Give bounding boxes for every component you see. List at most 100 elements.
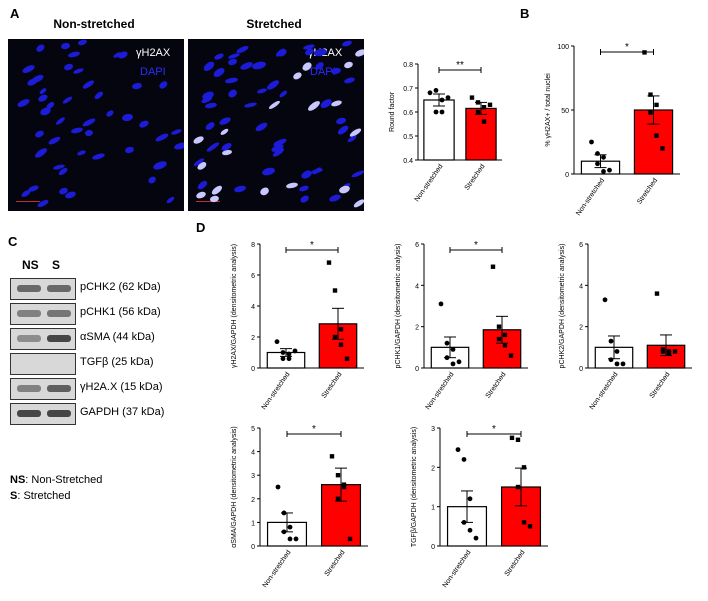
bar	[423, 99, 455, 161]
blot-row: pCHK1 (56 kDa)	[10, 303, 270, 325]
data-point	[660, 146, 665, 151]
data-point	[620, 361, 626, 367]
data-point	[292, 348, 298, 354]
significance-marker: **	[456, 60, 464, 71]
data-point	[509, 435, 515, 441]
data-point	[487, 102, 493, 107]
nucleus	[60, 41, 71, 49]
data-point	[601, 154, 606, 160]
nucleus	[310, 167, 324, 175]
microscopy-image-stretched: γH2AX DAPI	[188, 39, 364, 211]
blot-column-s: S	[52, 258, 61, 272]
blot-band	[17, 310, 41, 317]
data-point	[502, 332, 508, 338]
nucleus	[244, 101, 258, 109]
blot-protein-label: TGFβ (25 kDa)	[80, 356, 154, 368]
data-point	[335, 496, 341, 501]
h2ax-percent-chart: 0 50 100 % γH2AX+ / total nuclei Non-stretch…	[545, 42, 680, 217]
y-tick-label: 100	[557, 44, 569, 51]
nucleus	[33, 129, 45, 139]
nucleus	[81, 79, 96, 91]
blot-strip	[10, 278, 76, 300]
data-point	[614, 361, 620, 367]
y-tick-label: 0.5	[403, 134, 413, 141]
nucleus	[350, 169, 364, 179]
nucleus	[278, 89, 288, 99]
data-point	[427, 90, 433, 96]
blot-strip	[10, 303, 76, 325]
y-tick-label: 0	[431, 544, 435, 551]
data-point	[475, 109, 481, 115]
data-point	[515, 437, 521, 442]
data-point	[607, 167, 612, 173]
round-factor-chart: 0.4 0.5 0.6 0.7 0.8 Round factor Non-stretched…	[389, 60, 502, 203]
nucleus	[226, 87, 239, 99]
significance-marker: *	[625, 42, 629, 53]
nucleus	[298, 184, 310, 193]
data-point	[286, 351, 292, 357]
nucleus	[204, 120, 216, 132]
data-point	[521, 465, 527, 470]
scale-bar	[196, 201, 220, 202]
blot-band	[47, 385, 71, 392]
nucleus	[70, 126, 84, 135]
blot-band	[47, 310, 71, 317]
panel-label-d: D	[196, 220, 206, 235]
data-point	[450, 361, 456, 367]
nucleus	[343, 60, 354, 70]
nucleus	[36, 198, 50, 208]
nucleus	[204, 101, 218, 110]
y-tick-label: 0	[415, 366, 419, 373]
legend-ns: NS: Non-Stretched	[10, 474, 103, 486]
x-tick-label: Stretched	[464, 163, 487, 192]
data-point	[648, 110, 653, 115]
data-point	[601, 169, 606, 174]
blot-band	[17, 410, 41, 417]
nucleus	[209, 195, 220, 204]
data-point	[490, 264, 496, 269]
y-tick-label: 5	[251, 426, 255, 433]
blot-row: TGFβ (25 kDa)	[10, 353, 270, 375]
blot-band	[17, 285, 41, 292]
blot-strip	[10, 403, 76, 425]
legend-s: S: Stretched	[10, 490, 71, 502]
panel-label-c: C	[8, 234, 18, 249]
data-point	[475, 100, 481, 105]
nucleus	[151, 159, 168, 171]
y-tick-label: 0	[251, 544, 255, 551]
nucleus	[335, 116, 347, 125]
nucleus	[218, 115, 233, 127]
y-tick-label: 0.4	[403, 158, 413, 165]
blot-protein-label: GAPDH (37 kDa)	[80, 406, 165, 418]
blot-band	[47, 410, 71, 417]
data-point	[469, 95, 475, 100]
data-point	[602, 297, 608, 303]
data-point	[660, 349, 666, 354]
nucleus	[195, 190, 208, 200]
nucleus	[225, 77, 239, 85]
nucleus	[336, 123, 351, 136]
data-point	[666, 351, 672, 356]
blot-row: GAPDH (37 kDa)	[10, 403, 270, 425]
pchk2-gapdh-chart: 0 2 4 6 pCHK2/GAPDH (densitometric analysis)…	[559, 242, 692, 411]
nucleus	[253, 121, 268, 133]
blot-strip	[10, 353, 76, 375]
y-tick-label: 3	[251, 473, 255, 480]
nucleus	[62, 94, 74, 105]
x-tick-label: Non-stretched	[425, 371, 456, 411]
nucleus	[105, 109, 116, 119]
nucleus	[35, 42, 47, 54]
data-point	[326, 260, 332, 265]
y-tick-label: 2	[251, 335, 255, 342]
data-point	[444, 355, 450, 361]
blot-band	[17, 385, 41, 392]
y-tick-label: 4	[251, 304, 255, 311]
nucleus	[76, 149, 87, 157]
x-tick-label: Stretched	[504, 549, 527, 578]
data-point	[329, 454, 335, 459]
nucleus	[72, 67, 85, 76]
data-point	[281, 510, 287, 516]
nucleus	[67, 50, 81, 58]
nucleus	[81, 117, 96, 129]
nucleus	[211, 66, 226, 79]
